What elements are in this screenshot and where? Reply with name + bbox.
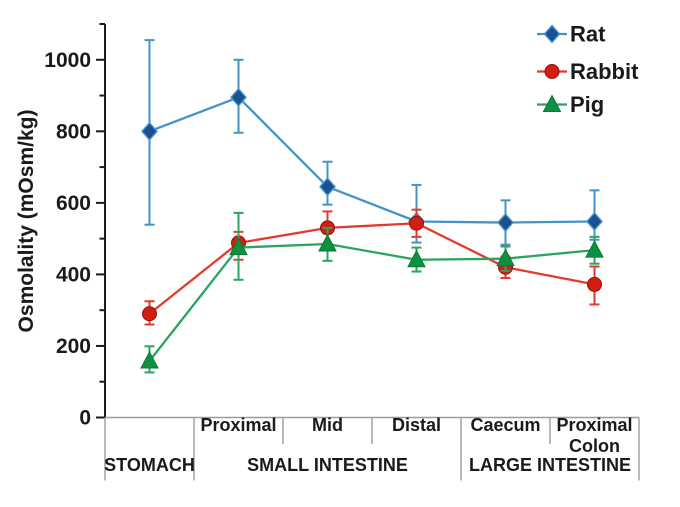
- legend-item-rat: Rat: [537, 22, 606, 47]
- x-segment-label: Proximal: [556, 415, 632, 435]
- x-group-label: LARGE INTESTINE: [469, 455, 631, 475]
- data-point-diamond: [543, 24, 561, 44]
- legend-item-pig: Pig: [537, 92, 604, 117]
- data-point-triangle: [542, 94, 562, 112]
- data-point-diamond: [497, 212, 514, 233]
- series-rat: [141, 39, 603, 246]
- x-segment-label: Mid: [312, 415, 343, 435]
- data-point-triangle: [318, 233, 337, 252]
- x-segment-label: Distal: [392, 415, 441, 435]
- data-point-triangle: [140, 350, 159, 369]
- y-axis: 0 200 400 600 800 1000: [44, 23, 106, 430]
- x-segment-label: Caecum: [470, 415, 540, 435]
- legend-label: Rat: [570, 22, 606, 47]
- data-point-triangle: [496, 248, 515, 267]
- y-tick-label: 1000: [44, 49, 91, 72]
- y-tick-label: 200: [56, 335, 91, 358]
- data-point-diamond: [319, 177, 336, 197]
- data-point-diamond: [230, 87, 247, 107]
- data-point-circle: [544, 64, 560, 79]
- data-point-diamond: [586, 211, 603, 232]
- x-group-label: SMALL INTESTINE: [247, 455, 408, 475]
- data-point-triangle: [229, 237, 248, 256]
- series-pig: [140, 211, 604, 374]
- data-point-diamond: [141, 121, 158, 141]
- series-line: [148, 242, 595, 362]
- x-segment-label: Colon: [569, 436, 620, 456]
- data-point-triangle: [585, 240, 604, 258]
- y-tick-label: 800: [56, 120, 91, 143]
- y-axis-title: Osmolality (mOsm/kg): [15, 110, 38, 333]
- data-point-circle: [142, 306, 157, 322]
- x-group-label: STOMACH: [104, 455, 195, 475]
- data-point-circle: [409, 215, 424, 231]
- legend-item-rabbit: Rabbit: [537, 59, 639, 84]
- legend-label: Rabbit: [570, 59, 639, 84]
- data-point-triangle: [407, 249, 426, 268]
- y-tick-label: 0: [79, 407, 91, 430]
- legend-label: Pig: [570, 92, 604, 117]
- y-tick-label: 600: [56, 192, 91, 215]
- legend: Rat Rabbit Pig: [537, 22, 639, 117]
- series-line: [148, 222, 595, 315]
- series-rabbit: [142, 208, 602, 326]
- x-axis-table: Proximal Mid Distal Caecum ProximalColonSTOM…: [104, 415, 640, 481]
- series-line: [149, 95, 595, 224]
- data-point-circle: [587, 276, 602, 292]
- y-tick-label: 400: [56, 263, 91, 286]
- x-segment-label: Proximal: [200, 415, 276, 435]
